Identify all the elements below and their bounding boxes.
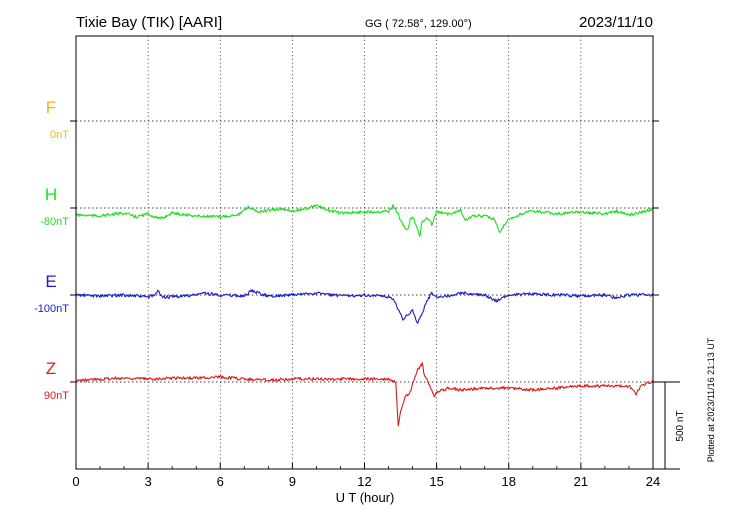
component-label-F: F <box>46 98 56 117</box>
station-title: Tixie Bay (TIK) [AARI] <box>76 14 222 31</box>
component-labels: F 0nT H -80nT E -100nT Z 90nT <box>34 98 69 402</box>
grid-lines <box>147 36 582 469</box>
component-label-E: E <box>45 272 56 291</box>
x-tick-label-6: 6 <box>217 474 224 489</box>
scale-bar-label: 500 nT <box>675 410 686 441</box>
component-label-H: H <box>45 185 57 204</box>
date-label: 2023/11/10 <box>579 14 653 31</box>
station-coordinates: GG ( 72.58°, 129.00°) <box>365 18 472 30</box>
x-tick-label-24: 24 <box>646 474 660 489</box>
baseline-value-H: -80nT <box>40 216 69 228</box>
data-traces <box>75 204 654 427</box>
baselines <box>70 120 659 383</box>
x-tick-label-12: 12 <box>357 474 371 489</box>
baseline-value-Z: 90nT <box>44 390 69 402</box>
trace-H <box>75 204 654 238</box>
component-label-Z: Z <box>46 359 56 378</box>
baseline-value-E: -100nT <box>34 303 69 315</box>
scale-bar <box>653 381 680 470</box>
x-tick-label-9: 9 <box>289 474 296 489</box>
x-tick-label-21: 21 <box>574 474 588 489</box>
x-tick-label-18: 18 <box>502 474 516 489</box>
trace-Z <box>75 361 654 427</box>
x-axis: 0 3 6 9 12 15 18 21 24 <box>72 463 660 489</box>
x-axis-label: U T (hour) <box>336 490 395 505</box>
x-tick-label-15: 15 <box>429 474 443 489</box>
trace-E <box>75 289 654 324</box>
x-tick-label-3: 3 <box>145 474 152 489</box>
baseline-value-F: 0nT <box>50 129 69 141</box>
plotted-timestamp: Plotted at 2023/11/16 21:13 UT <box>706 337 716 462</box>
x-tick-label-0: 0 <box>72 474 79 489</box>
